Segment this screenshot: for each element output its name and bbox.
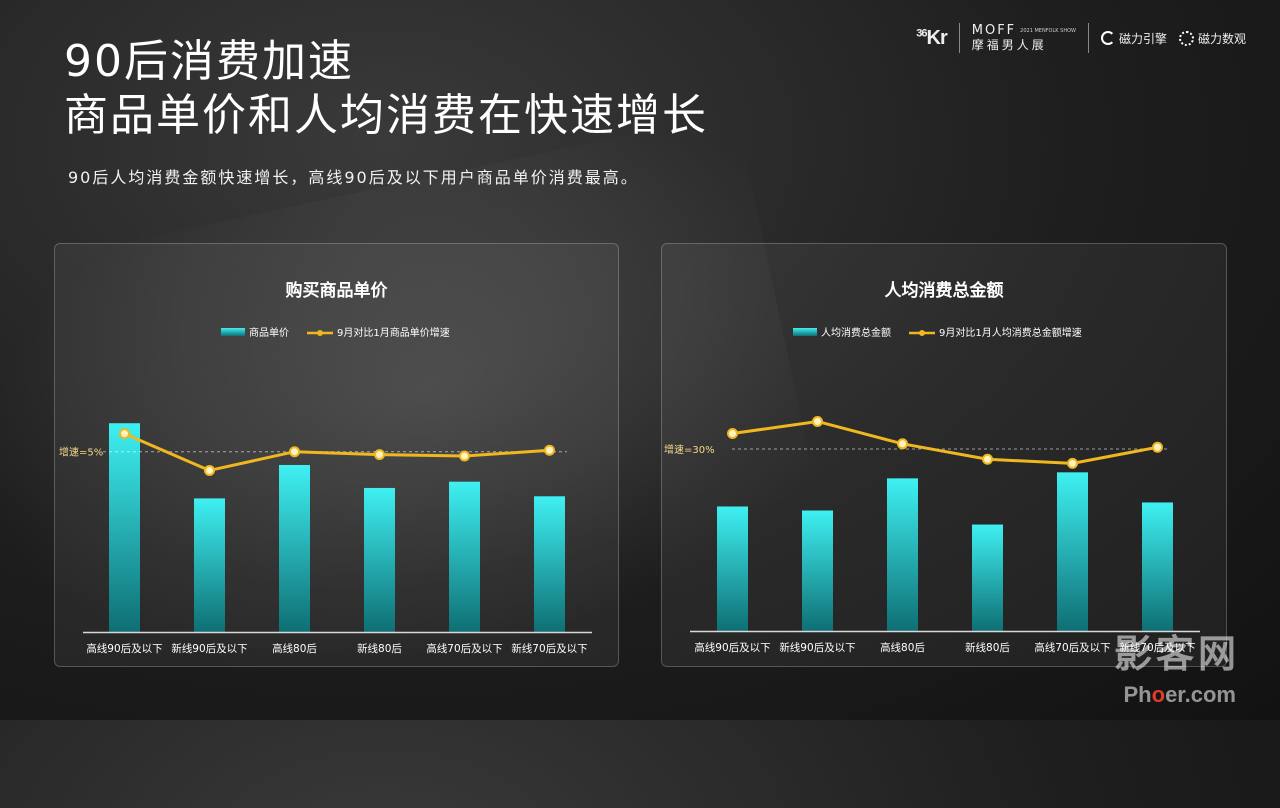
legend-line-label: 9月对比1月人均消费总金额增速 bbox=[939, 326, 1082, 339]
growth-point bbox=[459, 450, 470, 462]
bar bbox=[1057, 472, 1088, 631]
growth-point bbox=[1152, 441, 1163, 453]
chart-title: 人均消费总金额 bbox=[885, 280, 1004, 301]
growth-line bbox=[732, 419, 1158, 465]
growth-point bbox=[544, 444, 555, 456]
bar bbox=[887, 478, 918, 631]
x-tick-label: 高线80后 bbox=[272, 642, 317, 655]
chart-legend: 商品单价 9月对比1月商品单价增速 bbox=[221, 326, 450, 339]
page-title-line2: 商品单价和人均消费在快速增长 bbox=[64, 90, 708, 141]
bar bbox=[717, 506, 748, 631]
chart-legend: 人均消费总金额 9月对比1月人均消费总金额增速 bbox=[793, 326, 1082, 339]
growth-point bbox=[374, 449, 385, 461]
chart-panel-total-spend: 人均消费总金额 人均消费总金额 9月对比1月人均消费总金额增速 增速=30% 高线90后… bbox=[661, 243, 1227, 667]
growth-line bbox=[123, 432, 550, 472]
watermark-url: Phoer.com bbox=[1123, 682, 1236, 707]
legend-bar-label: 商品单价 bbox=[249, 326, 289, 339]
bar bbox=[194, 498, 225, 632]
bar bbox=[279, 464, 310, 632]
x-tick-label: 高线70后及以下 bbox=[1034, 641, 1110, 654]
growth-point bbox=[812, 415, 823, 427]
x-tick-label: 新线90后及以下 bbox=[779, 641, 855, 654]
growth-point bbox=[727, 428, 738, 439]
reference-line-label: 增速=30% bbox=[664, 443, 715, 456]
bar bbox=[109, 423, 140, 632]
bar bbox=[364, 487, 395, 632]
growth-point bbox=[289, 446, 300, 458]
legend-line-marker bbox=[919, 330, 925, 336]
x-tick-label: 高线90后及以下 bbox=[694, 641, 770, 654]
legend-bar-label: 人均消费总金额 bbox=[821, 326, 891, 339]
page-title-line1: 90后消费加速 bbox=[64, 36, 354, 87]
logo-cili-shuguan: 磁力数观 bbox=[1178, 30, 1246, 47]
bar bbox=[802, 510, 833, 631]
watermark: 影客网 bbox=[1113, 632, 1240, 676]
logo-divider bbox=[958, 23, 960, 53]
growth-point bbox=[119, 428, 130, 440]
growth-point bbox=[982, 453, 993, 465]
logo-moff: MOFF 2021 MENFOLK SHOW 摩福男人展 bbox=[971, 23, 1076, 52]
legend-bar-swatch bbox=[221, 328, 245, 336]
growth-point bbox=[897, 438, 908, 450]
growth-point bbox=[1067, 457, 1078, 469]
x-tick-label: 高线90后及以下 bbox=[86, 642, 162, 655]
cili-engine-icon bbox=[1100, 31, 1115, 45]
logo-divider bbox=[1087, 23, 1089, 53]
logo-cili-engine: 磁力引擎 bbox=[1100, 30, 1167, 47]
x-tick-label: 新线70后及以下 bbox=[1119, 641, 1195, 654]
chart-title: 购买商品单价 bbox=[286, 280, 389, 301]
bar bbox=[972, 524, 1003, 631]
bar bbox=[449, 481, 480, 632]
page-subtitle: 90后人均消费金额快速增长，高线90后及以下用户商品单价消费最高。 bbox=[68, 168, 639, 187]
x-tick-label: 新线80后 bbox=[965, 641, 1010, 654]
legend-line-label: 9月对比1月商品单价增速 bbox=[337, 326, 450, 339]
legend-bar-swatch bbox=[793, 328, 817, 336]
x-tick-label: 新线90后及以下 bbox=[171, 642, 247, 655]
legend-line-marker bbox=[317, 330, 323, 336]
logo-bar: 36Kr MOFF 2021 MENFOLK SHOW 摩福男人展 磁力引擎 磁力… bbox=[916, 20, 1246, 56]
x-tick-label: 高线70后及以下 bbox=[426, 642, 502, 655]
reference-line-label: 增速=5% bbox=[59, 446, 103, 459]
bar bbox=[1142, 502, 1173, 631]
x-tick-label: 新线70后及以下 bbox=[511, 642, 587, 655]
chart-panel-unit-price: 购买商品单价商品单价 9月对比1月商品单价增速增速=5% 高线90后及以下 新线90后… bbox=[54, 243, 619, 667]
cili-shuguan-icon bbox=[1178, 30, 1194, 46]
growth-point bbox=[204, 464, 215, 476]
bar bbox=[534, 496, 565, 632]
x-tick-label: 高线80后 bbox=[880, 641, 925, 654]
logo-36kr: 36Kr bbox=[916, 26, 947, 49]
x-tick-label: 新线80后 bbox=[357, 642, 402, 655]
